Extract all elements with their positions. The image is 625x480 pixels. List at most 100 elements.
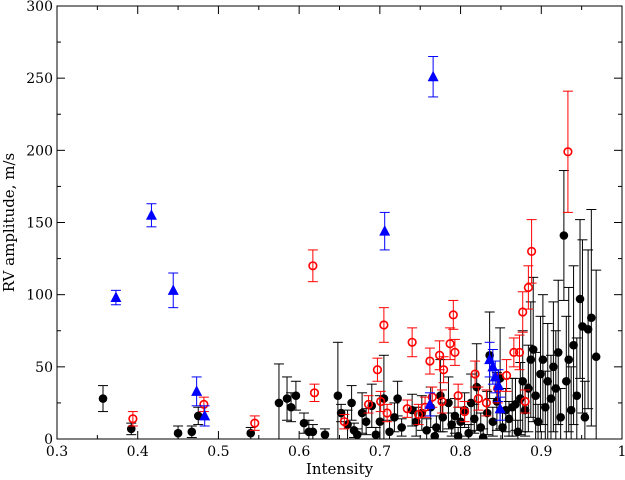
data-point [379,320,389,330]
data-point [526,246,537,256]
error-bar [424,347,435,375]
data-point [511,400,520,409]
error-bar [402,399,413,418]
error-bar [501,359,512,392]
data-point [282,394,292,403]
data-point [448,310,458,320]
x-tick-label: 0.7 [369,444,391,460]
error-bar [449,338,460,366]
data-point [371,430,381,439]
data-point [199,399,209,409]
data-point [450,411,460,421]
data-point [286,402,296,412]
error-bar [437,389,448,414]
error-bar [566,366,577,439]
series-open-circle [127,90,573,431]
data-point [541,402,550,412]
y-tick-label: 100 [26,288,53,304]
data-point [246,428,256,438]
series-filled-triangle [110,56,506,427]
data-point [193,411,203,421]
data-point [98,394,108,403]
data-point [402,404,412,414]
data-point [199,409,211,421]
error-bar [307,249,318,283]
error-bar [378,307,389,343]
error-bar [339,413,350,430]
error-bar [473,386,484,411]
data-point [470,369,480,379]
data-point [128,414,138,424]
data-point [291,391,301,401]
error-bar [520,389,531,414]
error-bar [382,403,393,423]
data-point [424,398,436,409]
data-point [445,339,455,349]
data-point [145,209,157,220]
data-point [549,362,558,372]
plot-marks [98,56,602,439]
error-bar [448,299,459,330]
x-tick-label: 1 [618,444,625,460]
error-bar [453,383,464,408]
data-point [308,427,318,437]
y-tick-label: 300 [26,0,53,15]
data-point [556,413,565,422]
x-tick-label: 0.3 [46,444,68,460]
data-point [566,405,576,415]
data-point [361,417,371,426]
data-point [453,391,463,401]
data-point [518,307,528,317]
data-point [553,348,563,357]
error-bar [514,334,525,371]
error-bar [127,411,138,427]
data-point [336,408,346,418]
data-point [407,337,417,347]
data-point [126,424,136,434]
y-tick-label: 150 [26,216,53,232]
data-point [531,391,540,401]
data-point [482,408,492,418]
data-point [564,355,574,364]
data-point [339,417,349,427]
data-point [450,347,460,358]
error-bar [517,291,528,333]
data-point [347,398,356,408]
data-point [575,294,585,304]
error-bar [508,337,519,368]
data-point [546,394,556,403]
data-point [526,355,536,364]
error-bar [526,219,537,284]
data-point [308,261,318,271]
x-tick-label: 0.8 [449,444,471,460]
error-bar [372,357,383,382]
data-point [274,398,284,408]
data-point [110,291,122,303]
data-point [562,376,571,386]
data-point [379,225,391,236]
data-point [481,398,492,408]
data-point [587,313,596,323]
x-axis-title: Intensity [306,460,374,478]
data-point [250,418,260,428]
data-point [167,284,179,295]
data-point [523,282,533,293]
data-point [559,231,569,240]
data-point [434,350,445,360]
data-point [493,379,505,391]
data-point [187,427,197,437]
data-point [320,430,330,439]
data-point [397,423,406,432]
data-point [422,426,431,435]
error-bar [438,356,449,384]
data-point [427,392,437,402]
data-point [504,414,514,424]
error-bar [407,327,418,358]
data-point [583,325,593,334]
data-point [501,370,512,381]
data-point [363,399,374,409]
data-point [563,147,573,157]
data-point [382,408,392,418]
error-bar [459,400,470,423]
